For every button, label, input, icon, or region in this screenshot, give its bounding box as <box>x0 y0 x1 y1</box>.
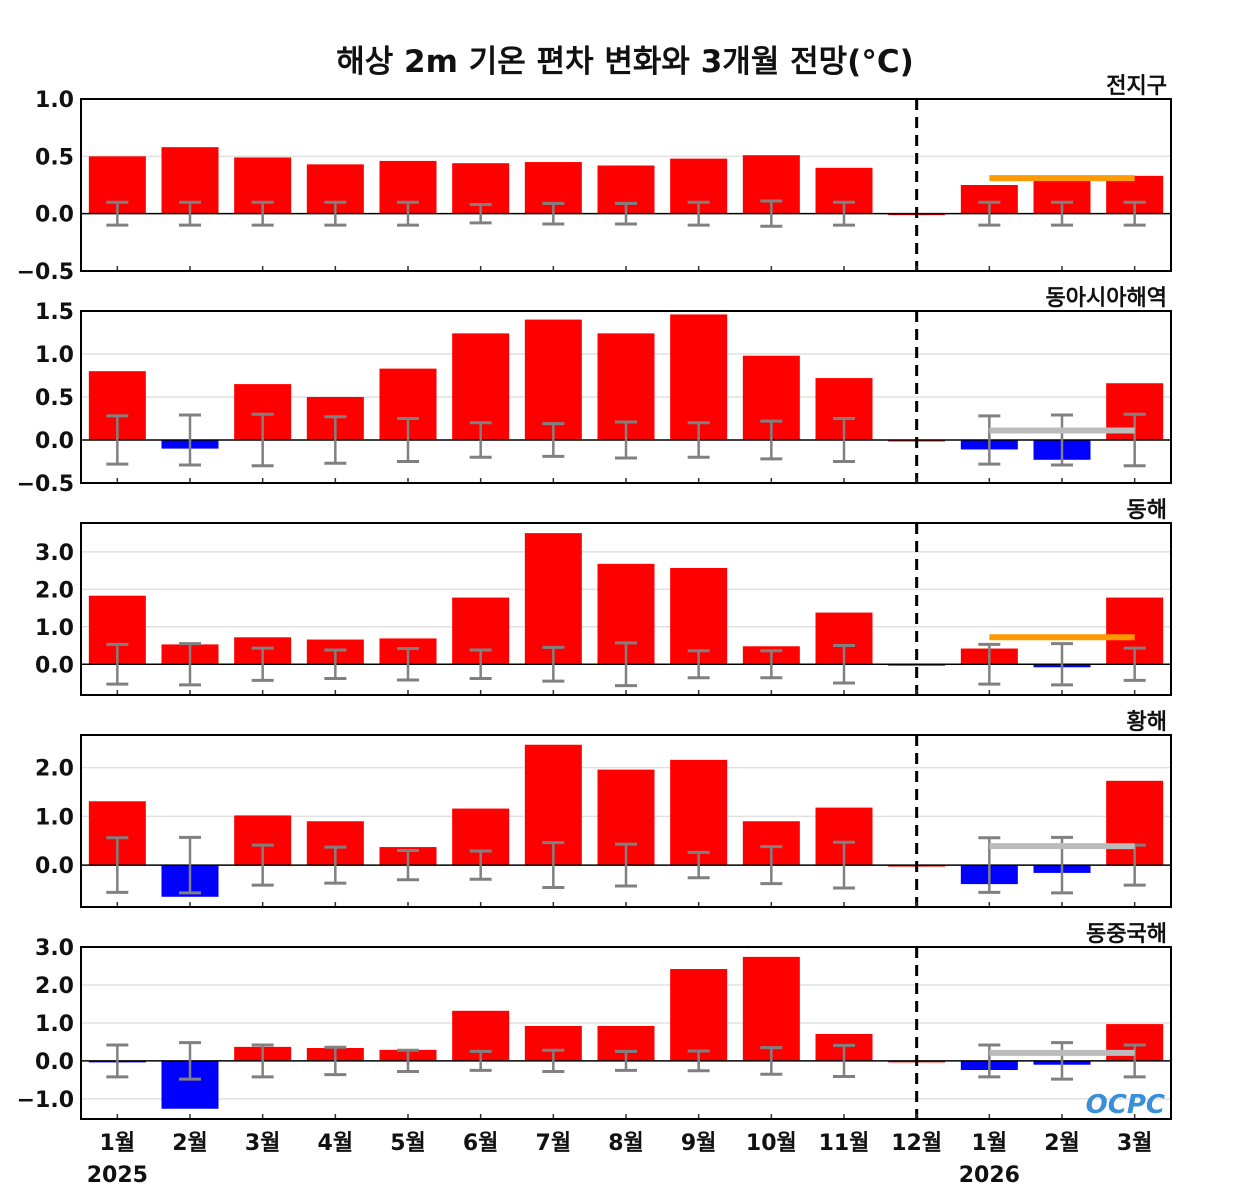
y-tick-label: 3.0 <box>35 541 74 566</box>
y-tick-label: 1.0 <box>35 1012 74 1037</box>
y-tick-label: −0.5 <box>17 472 74 497</box>
x-tick-label: 3월 <box>245 1131 281 1156</box>
x-tick-label: 6월 <box>463 1131 499 1156</box>
panel-frame <box>80 734 1172 908</box>
y-tick-label: −0.5 <box>17 260 74 285</box>
y-tick-label: 1.0 <box>35 805 74 830</box>
bar <box>670 314 728 440</box>
panel-title: 황해 <box>1127 710 1167 735</box>
y-tick-label: 0.5 <box>35 145 74 170</box>
panel-frame <box>80 522 1172 696</box>
x-tick-label: 5월 <box>390 1131 426 1156</box>
bar <box>670 969 728 1061</box>
y-tick-label: 1.0 <box>35 88 74 113</box>
chart-title: 해상 2m 기온 편차 변화와 3개월 전망(°C) <box>336 44 914 80</box>
y-tick-label: 2.0 <box>35 757 74 782</box>
y-tick-label: 0.0 <box>35 203 74 228</box>
ocpc-logo: OCPC <box>1086 1090 1165 1120</box>
y-tick-label: 0.0 <box>35 854 74 879</box>
x-tick-label: 11월 <box>819 1131 870 1156</box>
y-tick-label: 2.0 <box>35 974 74 999</box>
panel-title: 전지구 <box>1106 74 1167 99</box>
bar <box>524 319 582 440</box>
bar <box>524 533 582 665</box>
panel-frame <box>80 98 1172 272</box>
panel-title: 동아시아해역 <box>1046 286 1167 311</box>
x-tick-label: 12월 <box>891 1131 942 1156</box>
y-tick-label: 0.0 <box>35 653 74 678</box>
year-label: 2026 <box>959 1163 1020 1188</box>
y-tick-label: −1.0 <box>17 1088 74 1113</box>
x-tick-label: 1월 <box>972 1131 1008 1156</box>
y-tick-label: 0.0 <box>35 1050 74 1075</box>
bar <box>670 759 728 866</box>
y-tick-label: 0.5 <box>35 386 74 411</box>
y-tick-label: 1.5 <box>35 300 74 325</box>
y-tick-label: 3.0 <box>35 936 74 961</box>
panel-frame <box>80 310 1172 484</box>
y-tick-label: 1.0 <box>35 343 74 368</box>
x-tick-label: 8월 <box>608 1131 644 1156</box>
bar <box>742 956 800 1061</box>
y-tick-label: 2.0 <box>35 578 74 603</box>
x-tick-label: 1월 <box>100 1131 136 1156</box>
x-tick-label: 7월 <box>536 1131 572 1156</box>
x-tick-label: 2월 <box>1044 1131 1080 1156</box>
year-label: 2025 <box>87 1163 148 1188</box>
x-tick-label: 9월 <box>681 1131 717 1156</box>
x-tick-label: 2월 <box>172 1131 208 1156</box>
panel-title: 동해 <box>1127 498 1167 523</box>
panel-frame <box>80 946 1172 1120</box>
bar <box>670 567 728 665</box>
y-tick-label: 1.0 <box>35 616 74 641</box>
x-tick-label: 3월 <box>1117 1131 1153 1156</box>
y-tick-label: 0.0 <box>35 429 74 454</box>
panel-title: 동중국해 <box>1086 922 1167 947</box>
x-tick-label: 10월 <box>746 1131 797 1156</box>
x-tick-label: 4월 <box>318 1131 354 1156</box>
